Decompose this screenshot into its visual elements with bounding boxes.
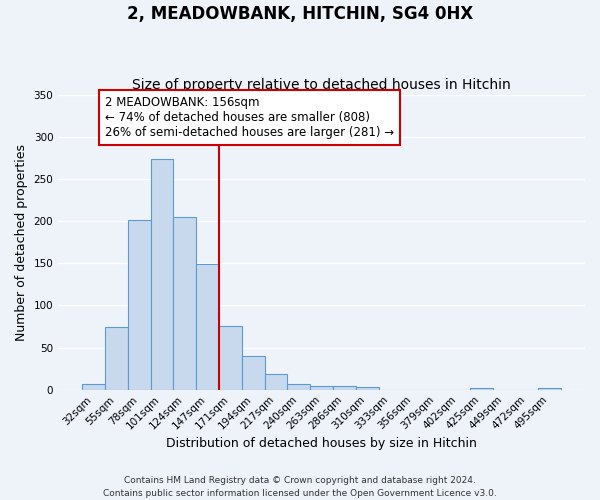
Title: Size of property relative to detached houses in Hitchin: Size of property relative to detached ho… bbox=[132, 78, 511, 92]
Bar bbox=[470, 388, 493, 390]
Bar bbox=[287, 384, 310, 390]
Bar bbox=[173, 217, 196, 390]
Bar bbox=[105, 328, 128, 390]
Bar bbox=[219, 326, 242, 390]
Bar bbox=[538, 388, 561, 390]
Y-axis label: Number of detached properties: Number of detached properties bbox=[15, 144, 28, 340]
Bar bbox=[196, 264, 219, 390]
Bar bbox=[333, 386, 356, 390]
Bar bbox=[310, 386, 333, 390]
Text: Contains HM Land Registry data © Crown copyright and database right 2024.
Contai: Contains HM Land Registry data © Crown c… bbox=[103, 476, 497, 498]
Bar bbox=[128, 220, 151, 390]
Bar bbox=[356, 387, 379, 390]
Text: 2, MEADOWBANK, HITCHIN, SG4 0HX: 2, MEADOWBANK, HITCHIN, SG4 0HX bbox=[127, 5, 473, 23]
Bar bbox=[151, 160, 173, 390]
X-axis label: Distribution of detached houses by size in Hitchin: Distribution of detached houses by size … bbox=[166, 437, 477, 450]
Bar bbox=[265, 374, 287, 390]
Bar bbox=[242, 356, 265, 390]
Bar bbox=[82, 384, 105, 390]
Text: 2 MEADOWBANK: 156sqm
← 74% of detached houses are smaller (808)
26% of semi-deta: 2 MEADOWBANK: 156sqm ← 74% of detached h… bbox=[105, 96, 394, 139]
